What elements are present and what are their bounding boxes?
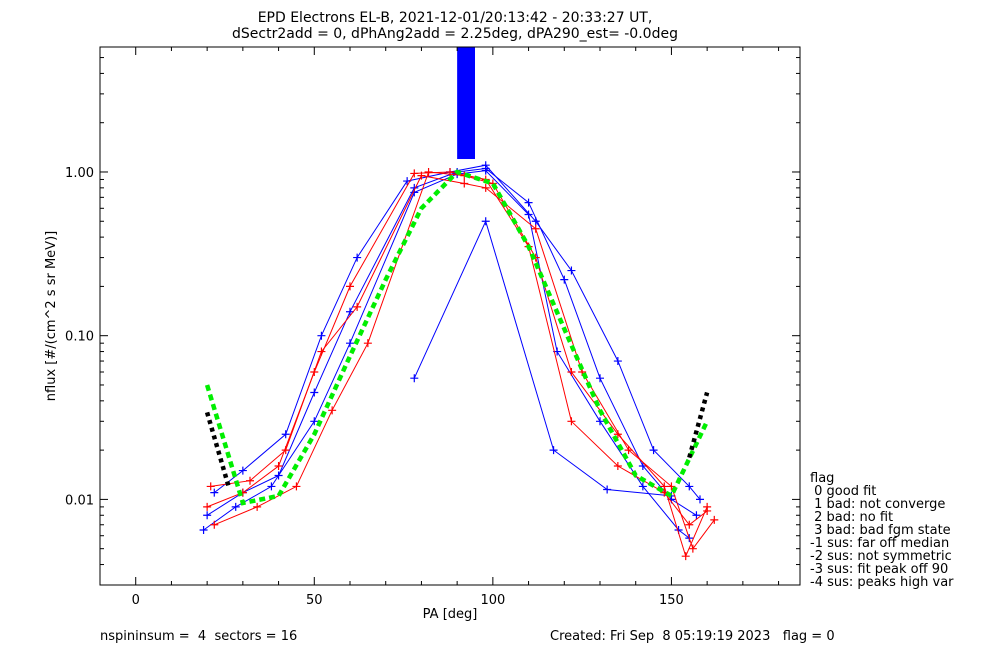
x-tick-label: 0	[132, 593, 140, 608]
data-point-blue-example-high	[531, 217, 540, 226]
data-point-blue-outlier	[410, 374, 419, 383]
data-point-red-example-a	[203, 502, 212, 511]
fit-extension-right	[687, 391, 710, 459]
legend-item: -3 sus: fit peak off 90	[810, 562, 948, 577]
data-point-red-example-b	[710, 515, 719, 524]
data-point-red-example-c	[660, 482, 669, 491]
data-point-red-example-b	[531, 224, 540, 233]
data-point-blue-example-low	[231, 502, 240, 511]
data-point-blue-example-high	[281, 430, 290, 439]
data-point-red-example-b	[481, 183, 490, 192]
legend-item: 1 bad: not converge	[810, 497, 945, 512]
y-axis-label: nflux [#/(cm^2 s sr MeV)]	[44, 231, 59, 401]
data-point-red-example-a	[274, 461, 283, 470]
data-point-blue-example-low	[310, 417, 319, 426]
data-point-blue-example-low	[199, 526, 208, 535]
plot-frame	[99, 46, 801, 586]
fit-extension-left	[204, 411, 231, 488]
data-point-blue-example-high	[567, 266, 576, 275]
data-point-blue-example-low	[346, 339, 354, 348]
data-point-blue-example-high	[613, 357, 622, 366]
series-line-blue-example-high	[213, 164, 701, 500]
data-point-blue-example-high	[238, 466, 247, 475]
series-line-red-example-b	[210, 175, 715, 550]
data-point-red-example-b	[281, 446, 290, 455]
data-point-red-example-b	[317, 347, 326, 356]
data-point-red-example-c	[328, 406, 337, 415]
footer-created-info: Created: Fri Sep 8 05:19:19 2023 flag = …	[550, 629, 835, 644]
data-point-red-example-b	[460, 179, 469, 188]
data-point-blue-example-mid	[596, 374, 604, 383]
legend-item: 3 bad: bad fgm state	[810, 523, 951, 538]
series-line-blue-outlier	[413, 219, 672, 497]
data-point-red-example-a	[567, 417, 576, 426]
series-line-blue-example-mid	[206, 167, 697, 516]
x-axis-label: PA [deg]	[423, 607, 478, 622]
data-point-blue-example-low	[524, 210, 533, 219]
data-point-red-example-b	[624, 446, 633, 455]
data-point-red-example-c	[363, 339, 372, 348]
chart-title-line2: dSectr2add = 0, dPhAng2add = 2.25deg, dP…	[232, 26, 678, 42]
x-tick-label: 100	[480, 593, 505, 608]
y-tick-label: 0.01	[65, 493, 94, 508]
data-point-blue-example-high	[353, 253, 362, 262]
data-point-blue-example-high	[696, 495, 704, 504]
data-point-blue-outlier	[549, 446, 558, 455]
data-point-red-example-c	[424, 167, 433, 176]
data-point-blue-example-low	[596, 417, 604, 426]
data-point-blue-example-mid	[203, 511, 212, 520]
series-line-blue-example-low	[203, 170, 690, 539]
legend-item: 0 good fit	[810, 484, 876, 499]
data-point-blue-example-high	[210, 488, 219, 497]
legend-item: -2 sus: not symmetric	[810, 549, 952, 564]
data-point-red-example-c	[703, 502, 712, 511]
data-point-red-example-c	[292, 482, 301, 491]
data-point-blue-example-high	[481, 161, 490, 170]
data-point-red-example-c	[613, 430, 622, 439]
data-point-red-example-a	[613, 461, 622, 470]
data-point-red-example-b	[206, 482, 215, 491]
series-line-red-example-c	[214, 171, 708, 558]
data-point-red-example-a	[410, 169, 419, 178]
legend-item: -1 sus: far off median	[810, 536, 949, 551]
data-point-red-example-a	[685, 520, 694, 529]
y-tick-label: 1.00	[65, 166, 94, 181]
data-point-red-example-c	[210, 520, 219, 529]
data-point-red-example-c	[567, 368, 576, 377]
data-point-red-example-b	[353, 302, 362, 311]
x-tick-label: 150	[659, 593, 684, 608]
y-tick-label: 0.10	[65, 330, 94, 345]
saturated-flux-bar	[457, 47, 475, 160]
axes: 0 50 100 150 0.01 0.10 1.00	[65, 46, 801, 608]
data-point-blue-outlier	[481, 217, 490, 226]
data-point-red-example-c	[681, 552, 690, 561]
legend-title: flag	[810, 471, 834, 486]
data-point-blue-example-low	[267, 482, 276, 491]
data-point-blue-example-high	[649, 446, 658, 455]
data-point-red-example-b	[688, 544, 697, 553]
data-point-blue-example-mid	[524, 198, 533, 207]
data-point-red-example-c	[253, 502, 262, 511]
fit-curve	[204, 169, 710, 506]
data-point-blue-example-mid	[692, 511, 701, 520]
data-point-blue-example-high	[685, 482, 694, 491]
footer-spin-info: nspininsum = 4 sectors = 16	[100, 629, 297, 644]
data-point-blue-example-mid	[560, 275, 569, 284]
legend-item: 2 bad: no fit	[810, 510, 893, 525]
data-point-red-example-b	[417, 171, 426, 180]
plot-area	[199, 47, 719, 561]
data-point-red-example-b	[246, 476, 254, 485]
flag-legend: flag 0 good fit 1 bad: not converge 2 ba…	[810, 471, 954, 590]
data-point-blue-example-mid	[274, 471, 283, 480]
legend-item: -4 sus: peaks high var	[810, 575, 954, 590]
data-point-red-example-a	[346, 282, 354, 291]
data-point-blue-outlier	[603, 485, 612, 494]
data-point-blue-example-high	[317, 331, 326, 340]
data-point-blue-example-mid	[310, 388, 319, 397]
chart-title-line1: EPD Electrons EL-B, 2021-12-01/20:13:42 …	[258, 10, 653, 26]
data-point-blue-example-low	[638, 482, 647, 491]
x-tick-label: 50	[306, 593, 323, 608]
